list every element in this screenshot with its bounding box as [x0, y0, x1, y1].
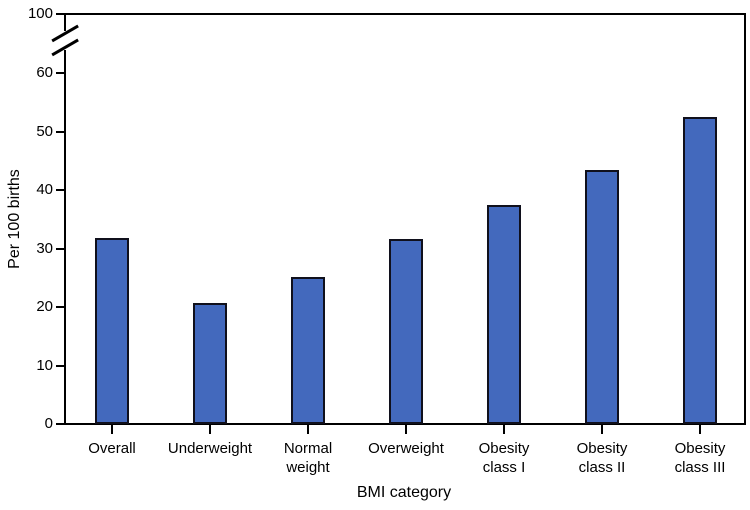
- x-category-label-obesity-class-iii: Obesity class III: [644, 439, 750, 477]
- bar-overweight: [389, 239, 423, 424]
- x-tick-mark-obesity-class-i: [503, 425, 505, 434]
- y-tick-label-40: 40: [36, 181, 53, 198]
- y-tick-mark-60: [56, 72, 65, 74]
- x-tick-mark-overweight: [405, 425, 407, 434]
- bar-overall: [95, 238, 129, 424]
- x-category-label-line: class I: [482, 459, 526, 476]
- x-category-label-line: Normal: [283, 440, 333, 457]
- x-category-label-line: weight: [286, 459, 330, 476]
- plot-top-border: [64, 13, 746, 15]
- x-category-label-overweight: Overweight: [350, 439, 462, 458]
- plot-right-border: [744, 13, 746, 425]
- y-tick-label-50: 50: [36, 122, 53, 140]
- y-tick-label-20: 20: [36, 298, 53, 315]
- x-tick-mark-normal-weight: [307, 425, 309, 434]
- y-tick-label-10: 10: [36, 356, 53, 374]
- x-category-label-obesity-class-ii: Obesity class II: [546, 439, 658, 477]
- x-category-label-line: Overweight: [368, 440, 444, 457]
- y-axis-title: Per 100 births: [6, 169, 23, 269]
- x-category-label-line: class II: [578, 459, 626, 476]
- x-category-label-normal-weight: Normal weight: [252, 439, 364, 477]
- bar-obesity-class-ii: [585, 170, 619, 424]
- y-axis-upper-segment: [64, 13, 66, 31]
- x-tick-mark-overall: [111, 425, 113, 434]
- y-axis-lower-segment: [64, 50, 66, 425]
- y-tick-mark-100: [56, 13, 65, 15]
- y-tick-mark-10: [56, 364, 65, 367]
- x-category-label-line: class III: [674, 459, 726, 476]
- bar-normal-weight: [291, 277, 325, 424]
- x-category-label-overall: Overall: [56, 439, 168, 458]
- y-tick-label-60: 60: [36, 64, 53, 81]
- x-category-label-line: Underweight: [167, 440, 253, 457]
- x-category-label-line: Obesity: [478, 440, 530, 457]
- y-tick-label-30: 30: [36, 239, 53, 257]
- y-tick-mark-0: [56, 423, 65, 425]
- x-category-label-line: Obesity: [674, 440, 726, 457]
- x-tick-mark-obesity-class-ii: [601, 425, 603, 434]
- bar-obesity-class-i: [487, 205, 521, 424]
- bar-underweight: [193, 303, 227, 424]
- x-category-label-line: Overall: [88, 440, 136, 457]
- x-category-label-line: Obesity: [576, 440, 628, 457]
- y-tick-mark-30: [56, 247, 65, 250]
- y-tick-mark-20: [56, 306, 65, 308]
- x-axis-line: [64, 423, 746, 425]
- x-tick-mark-underweight: [209, 425, 211, 434]
- bar-obesity-class-iii: [683, 117, 717, 424]
- x-axis-title: BMI category: [356, 484, 452, 501]
- x-tick-mark-obesity-class-iii: [699, 425, 701, 434]
- y-tick-label-0: 0: [44, 415, 53, 432]
- x-category-label-underweight: Underweight: [154, 439, 266, 458]
- y-tick-mark-40: [56, 189, 65, 191]
- y-tick-label-100: 100: [27, 5, 53, 22]
- x-category-label-obesity-class-i: Obesity class I: [448, 439, 560, 477]
- y-tick-mark-50: [56, 130, 65, 133]
